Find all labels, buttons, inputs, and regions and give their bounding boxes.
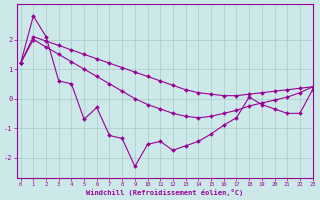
X-axis label: Windchill (Refroidissement éolien,°C): Windchill (Refroidissement éolien,°C) bbox=[86, 189, 243, 196]
